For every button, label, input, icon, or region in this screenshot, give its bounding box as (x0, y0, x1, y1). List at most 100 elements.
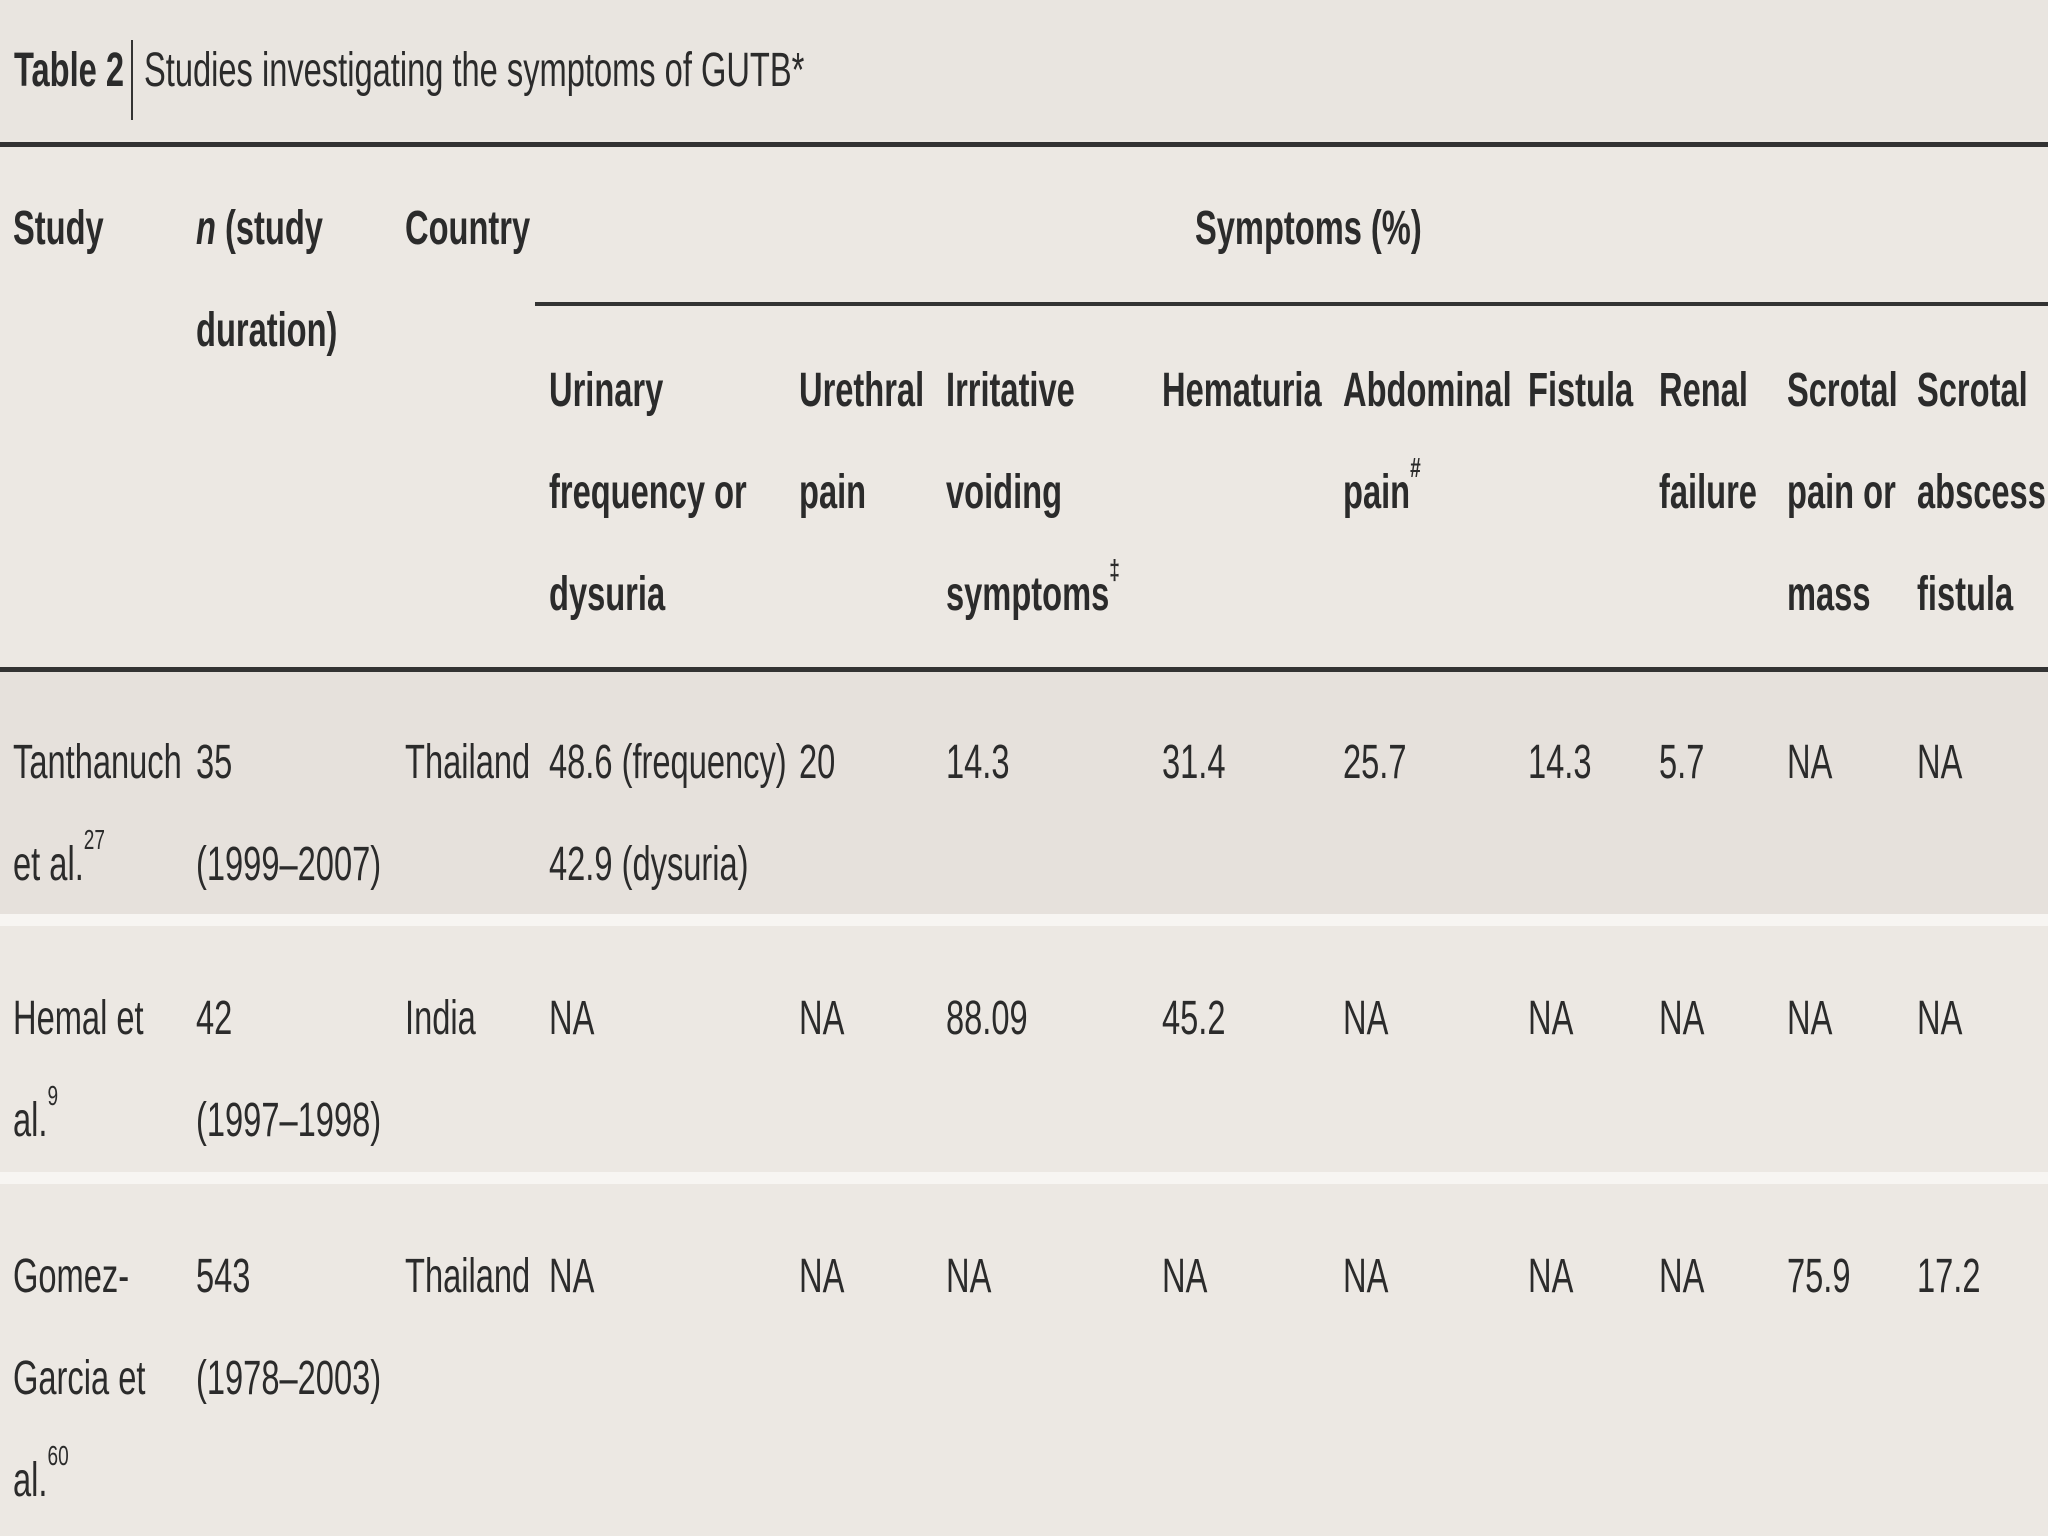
reference: 27 (83, 824, 105, 855)
symptom-cell: 17.2 (1917, 1226, 2048, 1328)
symptom-cell: NA (1528, 1226, 1651, 1328)
study-name: Gomez-Garcia et al.60 (13, 1226, 188, 1532)
symptom-value: 14.3 (946, 736, 1010, 789)
symptom-value: 14.3 (1528, 736, 1592, 789)
study-name: Tanthanuch et al.27 (13, 712, 188, 916)
n-value: 42 (196, 992, 233, 1045)
symptom-value: NA (1659, 1250, 1705, 1303)
sample-size: 543 (1978–2003) (196, 1226, 397, 1430)
column-label: Fistula (1528, 364, 1634, 417)
header-n: n (study duration) (196, 178, 397, 382)
column-label: Irritative voiding symptoms (946, 364, 1110, 621)
n-value: 35 (196, 736, 233, 789)
row-band (0, 670, 2048, 914)
header-column: Renal failure (1659, 340, 1779, 544)
symptom-value: NA (799, 1250, 845, 1303)
symptom-cell: 25.7 (1343, 712, 1520, 814)
footnote-mark: * (791, 44, 805, 97)
title-text: Studies investigating the symptoms of GU… (144, 44, 792, 97)
symptom-cell: NA (1659, 968, 1779, 1070)
symptom-cell: NA (1343, 968, 1520, 1070)
symptom-value: NA (1528, 1250, 1574, 1303)
sample-size: 35 (1999–2007) (196, 712, 397, 916)
divider (0, 1172, 2048, 1184)
symptom-cell: NA (549, 1226, 791, 1328)
symptom-cell: 48.6 (frequency) 42.9 (dysuria) (549, 712, 791, 916)
symptom-value: NA (1343, 992, 1389, 1045)
symptom-cell: 14.3 (946, 712, 1154, 814)
duration: (1978–2003) (196, 1352, 382, 1405)
symptom-value: NA (946, 1250, 992, 1303)
table-title: Studies investigating the symptoms of GU… (144, 20, 804, 122)
symptom-value: NA (1787, 992, 1833, 1045)
symptom-cell: NA (1528, 968, 1651, 1070)
symptom-cell: 14.3 (1528, 712, 1651, 814)
symptom-cell: 45.2 (1162, 968, 1335, 1070)
header-column: Irritative voiding symptoms‡ (946, 340, 1154, 646)
duration: (1997–1998) (196, 1094, 382, 1147)
column-label: Scrotal pain or mass (1787, 364, 1898, 621)
column-label: Hematuria (1162, 364, 1322, 417)
symptom-cell: 20 (799, 712, 938, 814)
header-n-italic: n (196, 202, 216, 255)
symptom-value: 88.09 (946, 992, 1028, 1045)
study-text: Gomez-Garcia et al. (13, 1250, 146, 1507)
symptom-value: 25.7 (1343, 736, 1407, 789)
title-separator (131, 40, 133, 120)
header-country: Country (405, 202, 531, 255)
reference: 60 (47, 1440, 69, 1471)
column-label: Urethral pain (799, 364, 925, 519)
symptom-value: 42.9 (dysuria) (549, 838, 749, 891)
country: Thailand (405, 736, 531, 789)
symptom-value: 75.9 (1787, 1250, 1851, 1303)
symptom-cell: NA (1787, 968, 1909, 1070)
rule (535, 302, 2048, 306)
symptom-value: NA (799, 992, 845, 1045)
table-label: Table 2 (14, 44, 125, 97)
symptom-value: NA (549, 992, 595, 1045)
symptom-value: 17.2 (1917, 1250, 1981, 1303)
header-column: Scrotal pain or mass (1787, 340, 1909, 646)
title-band (0, 0, 2048, 140)
symptom-cell: 5.7 (1659, 712, 1779, 814)
header-column: Scrotal abscess or fistula (1917, 340, 2048, 646)
symptom-value: 20 (799, 736, 836, 789)
header-column: Fistula (1528, 340, 1651, 442)
column-label: Renal failure (1659, 364, 1757, 519)
symptom-value: 5.7 (1659, 736, 1705, 789)
symptom-cell: NA (1787, 712, 1909, 814)
symptom-value: 45.2 (1162, 992, 1226, 1045)
header-study: Study (13, 202, 104, 255)
symptom-cell: NA (1917, 712, 2048, 814)
duration: (1999–2007) (196, 838, 382, 891)
study-text: Hemal et al. (13, 992, 144, 1147)
symptom-value: NA (1917, 992, 1963, 1045)
symptom-cell: NA (1162, 1226, 1335, 1328)
column-label: Urinary frequency or dysuria (549, 364, 747, 621)
symptom-value: 48.6 (frequency) (549, 736, 787, 789)
country: Thailand (405, 1250, 531, 1303)
symptom-value: NA (1787, 736, 1833, 789)
header-column: Urethral pain (799, 340, 938, 544)
symptom-cell: NA (1343, 1226, 1520, 1328)
symptom-cell: 88.09 (946, 968, 1154, 1070)
header-symptoms: Symptoms (%) (1195, 202, 1422, 255)
symptom-value: NA (1528, 992, 1574, 1045)
symptom-cell: NA (549, 968, 791, 1070)
n-value: 543 (196, 1250, 251, 1303)
symptom-cell: 31.4 (1162, 712, 1335, 814)
symptom-cell: NA (1659, 1226, 1779, 1328)
reference: 9 (47, 1080, 59, 1111)
rule (0, 667, 2048, 672)
country: India (405, 992, 476, 1045)
rule (0, 142, 2048, 147)
column-label: Scrotal abscess or fistula (1917, 364, 2048, 621)
symptom-cell: NA (799, 968, 938, 1070)
footnote-mark: ‡ (1109, 554, 1120, 585)
symptom-value: NA (549, 1250, 595, 1303)
symptom-cell: NA (946, 1226, 1154, 1328)
column-label: Abdominal pain (1343, 364, 1512, 519)
sample-size: 42 (1997–1998) (196, 968, 397, 1172)
symptom-cell: 75.9 (1787, 1226, 1909, 1328)
